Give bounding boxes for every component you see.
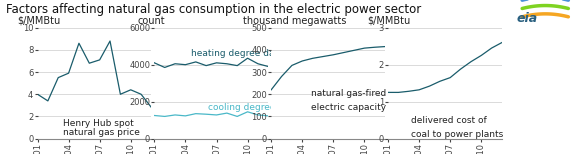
Text: $/MMBtu: $/MMBtu — [17, 16, 60, 26]
Text: heating degree days: heating degree days — [190, 49, 284, 58]
Text: natural gas-fired: natural gas-fired — [310, 89, 386, 98]
Text: natural gas price: natural gas price — [63, 128, 140, 138]
Text: count: count — [137, 16, 165, 26]
Text: Henry Hub spot: Henry Hub spot — [63, 119, 134, 128]
Text: eia: eia — [516, 12, 538, 25]
Text: thousand megawatts: thousand megawatts — [243, 16, 346, 26]
Text: delivered cost of: delivered cost of — [411, 116, 486, 125]
Text: electric capacity: electric capacity — [310, 103, 385, 112]
Text: coal to power plants: coal to power plants — [411, 130, 503, 139]
Text: $/MMBtu: $/MMBtu — [368, 16, 411, 26]
Text: Factors affecting natural gas consumption in the electric power sector: Factors affecting natural gas consumptio… — [6, 3, 421, 16]
Text: cooling degree days: cooling degree days — [208, 103, 300, 112]
